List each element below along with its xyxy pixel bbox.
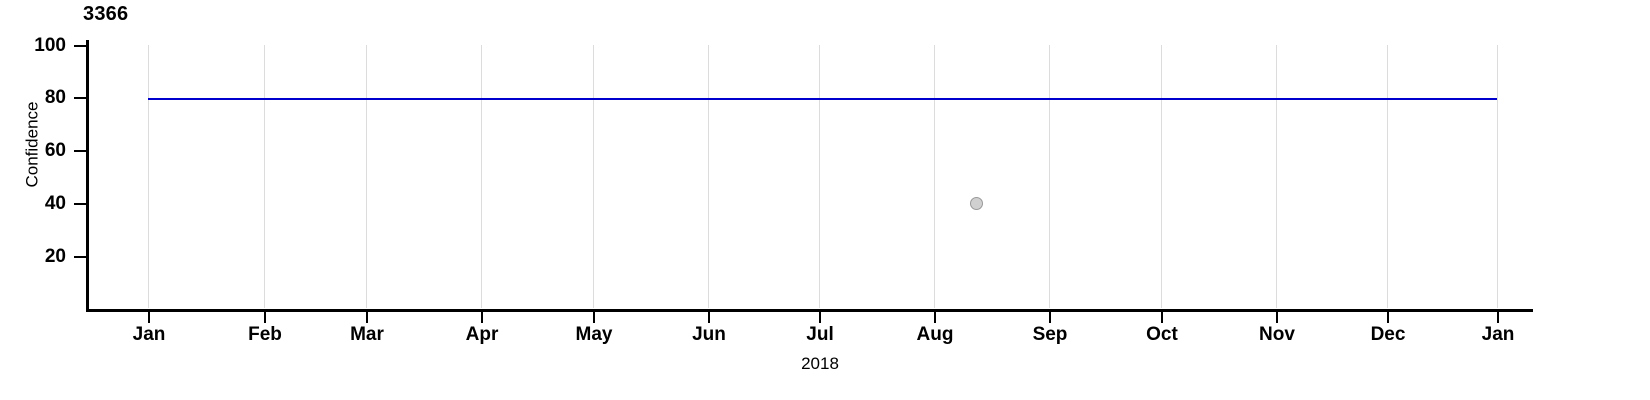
x-tick-label-jul: Jul — [806, 324, 834, 345]
gridline-jul — [819, 45, 820, 308]
x-tick-label-sep: Sep — [1032, 324, 1068, 345]
x-tick-label-apr: Apr — [465, 324, 499, 345]
y-tick-80 — [74, 97, 86, 99]
gridline-dec — [1387, 45, 1388, 308]
gridline-jan-2 — [1497, 45, 1498, 308]
x-tick-feb — [264, 312, 266, 323]
x-tick-oct — [1161, 312, 1163, 323]
x-tick-aug — [934, 312, 936, 323]
y-tick-label-60: 60 — [44, 140, 66, 161]
x-tick-jul — [819, 312, 821, 323]
x-tick-jun — [708, 312, 710, 323]
gridline-aug — [934, 45, 935, 308]
x-tick-label-jan-2: Jan — [1481, 324, 1515, 345]
threshold-line-series — [148, 97, 1497, 100]
y-tick-label-80: 80 — [44, 87, 66, 108]
y-tick-label-20: 20 — [44, 246, 66, 267]
x-tick-jan-2 — [1497, 312, 1499, 323]
gridline-feb — [264, 45, 265, 308]
x-tick-label-jun: Jun — [692, 324, 726, 345]
x-tick-label-nov: Nov — [1259, 324, 1295, 345]
x-tick-label-mar: Mar — [350, 324, 384, 345]
x-tick-mar — [366, 312, 368, 323]
gridline-nov — [1276, 45, 1277, 308]
gridline-jun — [708, 45, 709, 308]
x-tick-apr — [481, 312, 483, 323]
x-tick-nov — [1276, 312, 1278, 323]
x-tick-label-may: May — [575, 324, 613, 345]
x-tick-label-oct: Oct — [1146, 324, 1178, 345]
chart-title: 3366 — [83, 3, 129, 25]
x-tick-label-aug: Aug — [916, 324, 954, 345]
data-point[interactable] — [970, 196, 984, 210]
x-axis-line — [86, 309, 1533, 312]
y-tick-label-40: 40 — [44, 193, 66, 214]
x-tick-dec — [1387, 312, 1389, 323]
x-tick-may — [593, 312, 595, 323]
x-tick-jan-1 — [148, 312, 150, 323]
gridline-jan-1 — [148, 45, 149, 308]
x-tick-label-feb: Feb — [248, 324, 282, 345]
y-tick-20 — [74, 256, 86, 258]
gridline-oct — [1161, 45, 1162, 308]
y-tick-100 — [74, 45, 86, 47]
x-tick-sep — [1049, 312, 1051, 323]
gridline-may — [593, 45, 594, 308]
gridline-mar — [366, 45, 367, 308]
y-tick-60 — [74, 150, 86, 152]
x-axis-title: 2018 — [801, 354, 839, 373]
gridline-apr — [481, 45, 482, 308]
y-tick-40 — [74, 203, 86, 205]
x-tick-label-jan-1: Jan — [132, 324, 166, 345]
y-axis-line — [86, 40, 89, 312]
gridline-sep — [1049, 45, 1050, 308]
x-tick-label-dec: Dec — [1370, 324, 1406, 345]
y-tick-label-100: 100 — [34, 35, 66, 56]
